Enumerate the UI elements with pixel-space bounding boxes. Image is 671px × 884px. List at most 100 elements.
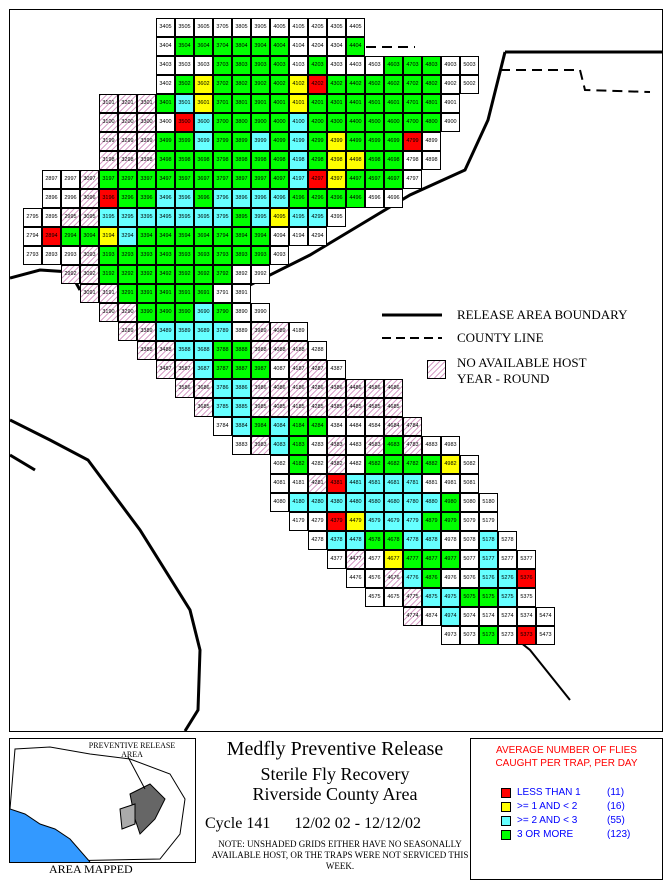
grid-cell: 3292 xyxy=(118,265,137,284)
grid-cell: 3692 xyxy=(194,265,213,284)
grid-cell: 3696 xyxy=(194,189,213,208)
grid-cell: 4682 xyxy=(384,455,403,474)
grid-cell: 3705 xyxy=(213,18,232,37)
grid-cell: 3787 xyxy=(213,360,232,379)
grid-cell: 3504 xyxy=(175,37,194,56)
grid-cell: 3394 xyxy=(137,227,156,246)
grid-cell: 4477 xyxy=(346,550,365,569)
grid-cell: 4496 xyxy=(346,189,365,208)
grid-cell: 3789 xyxy=(213,322,232,341)
grid-cell: 4580 xyxy=(365,493,384,512)
grid-cell: 3095 xyxy=(80,208,99,227)
grid-cell: 4780 xyxy=(403,493,422,512)
grid-cell: 4802 xyxy=(422,75,441,94)
key-count: (123) xyxy=(607,829,631,840)
title-line1: Medfly Preventive Release xyxy=(226,738,444,760)
grid-cell: 3092 xyxy=(80,265,99,284)
grid-cell: 3587 xyxy=(175,360,194,379)
grid-cell: 4387 xyxy=(327,360,346,379)
grid-cell: 4584 xyxy=(365,417,384,436)
grid-cell: 4285 xyxy=(308,398,327,417)
grid-cell: 4702 xyxy=(403,75,422,94)
grid-cell: 4880 xyxy=(422,493,441,512)
grid-cell: 3686 xyxy=(194,379,213,398)
grid-cell: 3491 xyxy=(156,284,175,303)
legend-county-line-label: COUNTY LINE xyxy=(457,330,544,345)
grid-cell: 4586 xyxy=(365,379,384,398)
grid-cell: 4381 xyxy=(327,474,346,493)
grid-cell: 4476 xyxy=(346,569,365,588)
grid-cell: 4597 xyxy=(365,170,384,189)
grid-cell: 4397 xyxy=(327,170,346,189)
grid-cell: 3700 xyxy=(213,113,232,132)
grid-cell: 4304 xyxy=(327,37,346,56)
grid-cell: 2795 xyxy=(23,208,42,227)
grid-cell: 3094 xyxy=(80,227,99,246)
grid-cell: 4879 xyxy=(422,512,441,531)
grid-cell: 3489 xyxy=(156,322,175,341)
grid-cell: 4204 xyxy=(308,37,327,56)
grid-cell: 4701 xyxy=(403,94,422,113)
grid-cell: 4184 xyxy=(289,417,308,436)
grid-cell: 3200 xyxy=(118,113,137,132)
grid-cell: 3488 xyxy=(156,341,175,360)
grid-cell: 5175 xyxy=(479,588,498,607)
grid-cell: 3702 xyxy=(213,75,232,94)
grid-cell: 3895 xyxy=(232,208,251,227)
grid-cell: 4703 xyxy=(403,56,422,75)
grid-cell: 3191 xyxy=(99,284,118,303)
grid-cell: 4280 xyxy=(308,493,327,512)
grid-cell: 4282 xyxy=(308,455,327,474)
grid-cell: 2996 xyxy=(61,189,80,208)
grid-cell: 4775 xyxy=(403,588,422,607)
grid-cell: 3797 xyxy=(213,170,232,189)
grid-cell: 4085 xyxy=(270,398,289,417)
grid-cell: 4685 xyxy=(384,398,403,417)
grid-cell: 4297 xyxy=(308,170,327,189)
title-line3: Riverside County Area xyxy=(252,784,418,804)
grid-cell: 4294 xyxy=(308,227,327,246)
grid-cell: 4596 xyxy=(365,189,384,208)
key-row-1-to-2: >= 1 AND < 2 (16) xyxy=(501,801,661,814)
grid-cell: 3389 xyxy=(137,322,156,341)
grid-cell: 3596 xyxy=(175,189,194,208)
grid-cell: 3605 xyxy=(194,18,213,37)
grid-cell: 4900 xyxy=(441,113,460,132)
grid-cell: 3898 xyxy=(232,151,251,170)
grid-cell: 4283 xyxy=(308,436,327,455)
grid-cell: 4203 xyxy=(308,56,327,75)
grid-cell: 3805 xyxy=(232,18,251,37)
grid-cell: 4683 xyxy=(384,436,403,455)
grid-cell: 3399 xyxy=(137,132,156,151)
grid-cell: 4399 xyxy=(327,132,346,151)
inset-water xyxy=(10,809,90,862)
grid-cell: 3884 xyxy=(232,417,251,436)
grid-cell: 3503 xyxy=(175,56,194,75)
grid-cell: 3194 xyxy=(99,227,118,246)
key-row-less-than-1: LESS THAN 1 (11) xyxy=(501,787,661,800)
grid-cell: 5002 xyxy=(460,75,479,94)
grid-cell: 3891 xyxy=(232,284,251,303)
grid-cell: 3785 xyxy=(213,398,232,417)
grid-cell: 3595 xyxy=(175,208,194,227)
grid-cell: 4005 xyxy=(270,18,289,37)
grid-cell: 4080 xyxy=(270,493,289,512)
key-row-2-to-3: >= 2 AND < 3 (55) xyxy=(501,815,661,828)
grid-cell: 3493 xyxy=(156,246,175,265)
key-swatch-cyan xyxy=(501,816,511,826)
grid-cell: 4200 xyxy=(308,113,327,132)
grid-cell: 3695 xyxy=(194,208,213,227)
grid-cell: 4299 xyxy=(308,132,327,151)
grid-cell: 2793 xyxy=(23,246,42,265)
grid-cell: 4878 xyxy=(422,531,441,550)
grid-cell: 3589 xyxy=(175,322,194,341)
grid-cell: 3498 xyxy=(156,151,175,170)
grid-cell: 3492 xyxy=(156,265,175,284)
region-edge xyxy=(10,453,36,472)
grid-cell: 3889 xyxy=(232,322,251,341)
cycle-label: Cycle 141 xyxy=(205,815,271,832)
grid-cell: 4482 xyxy=(346,455,365,474)
title-block: Medfly Preventive Release Sterile Fly Re… xyxy=(200,738,470,804)
grid-cell: 4778 xyxy=(403,531,422,550)
grid-cell: 4602 xyxy=(384,75,403,94)
